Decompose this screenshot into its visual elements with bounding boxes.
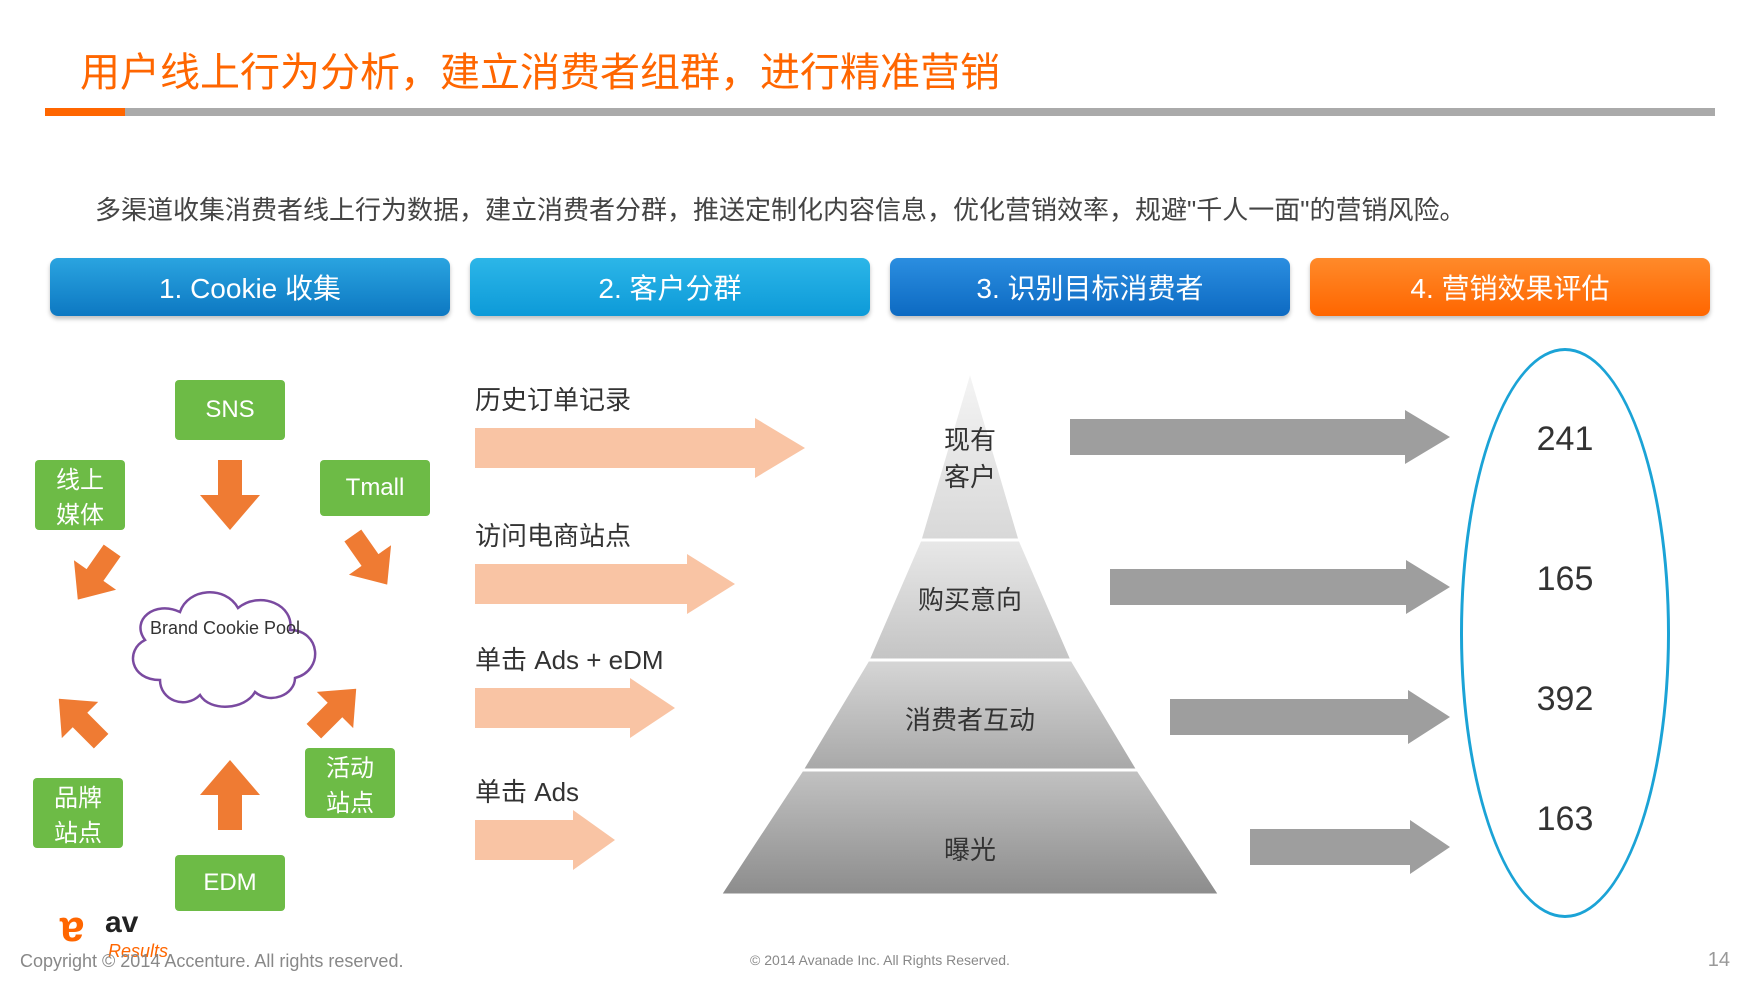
result-4: 163 [1460, 800, 1670, 839]
page-title: 用户线上行为分析，建立消费者组群，进行精准营销 [80, 40, 1000, 98]
page-subtitle: 多渠道收集消费者线上行为数据，建立消费者分群，推送定制化内容信息，优化营销效率，… [95, 190, 1465, 227]
source-activity-site: 活动 站点 [305, 748, 395, 818]
gray-arrow-3-icon [1170, 690, 1450, 744]
result-1: 241 [1460, 420, 1670, 459]
step-tab-3: 3. 识别目标消费者 [890, 258, 1290, 316]
pyramid-label-4: 曝光 [870, 830, 1070, 867]
result-2: 165 [1460, 560, 1670, 599]
source-edm: EDM [175, 855, 285, 911]
footer-copyright-mid: © 2014 Avanade Inc. All Rights Reserved. [0, 952, 1760, 968]
source-sns: SNS [175, 380, 285, 440]
source-tmall: Tmall [320, 460, 430, 516]
cloud-label: Brand Cookie Pool [140, 618, 310, 639]
seg-label-2: 访问电商站点 [475, 516, 631, 553]
step-tab-1: 1. Cookie 收集 [50, 258, 450, 316]
page-number: 14 [1708, 949, 1730, 972]
result-3: 392 [1460, 680, 1670, 719]
step-tab-4: 4. 营销效果评估 [1310, 258, 1710, 316]
gray-arrow-1-icon [1070, 410, 1450, 464]
gray-arrow-2-icon [1110, 560, 1450, 614]
logo-mark-icon: ɐ [60, 902, 84, 952]
arrow-edm-icon [200, 760, 260, 830]
title-divider [45, 108, 1715, 116]
logo-text: av [105, 906, 138, 940]
seg-label-4: 单击 Ads [475, 772, 579, 809]
source-online-media: 线上 媒体 [35, 460, 125, 530]
peach-arrow-4-icon [475, 810, 615, 870]
title-divider-accent [45, 108, 125, 116]
pyramid-label-3: 消费者互动 [870, 700, 1070, 737]
arrow-sns-icon [200, 460, 260, 530]
pyramid-label-1: 现有 客户 [870, 420, 1070, 494]
pyramid-label-2: 购买意向 [870, 580, 1070, 617]
seg-label-3: 单击 Ads + eDM [475, 640, 664, 677]
seg-label-1: 历史订单记录 [475, 380, 631, 417]
gray-arrow-4-icon [1250, 820, 1450, 874]
step-tab-2: 2. 客户分群 [470, 258, 870, 316]
source-brand-site: 品牌 站点 [33, 778, 123, 848]
